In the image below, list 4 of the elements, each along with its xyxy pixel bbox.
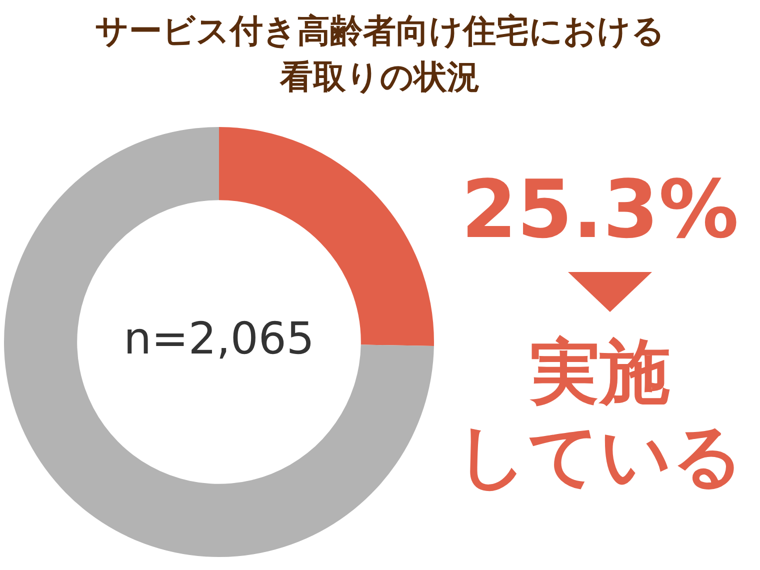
data-label: 25.3%: [460, 162, 740, 258]
chart-title: サービス付き高齢者向け住宅における看取りの状況: [94, 10, 666, 98]
legend-label: 実施している: [456, 331, 744, 497]
text: n=2,065: [124, 313, 314, 364]
